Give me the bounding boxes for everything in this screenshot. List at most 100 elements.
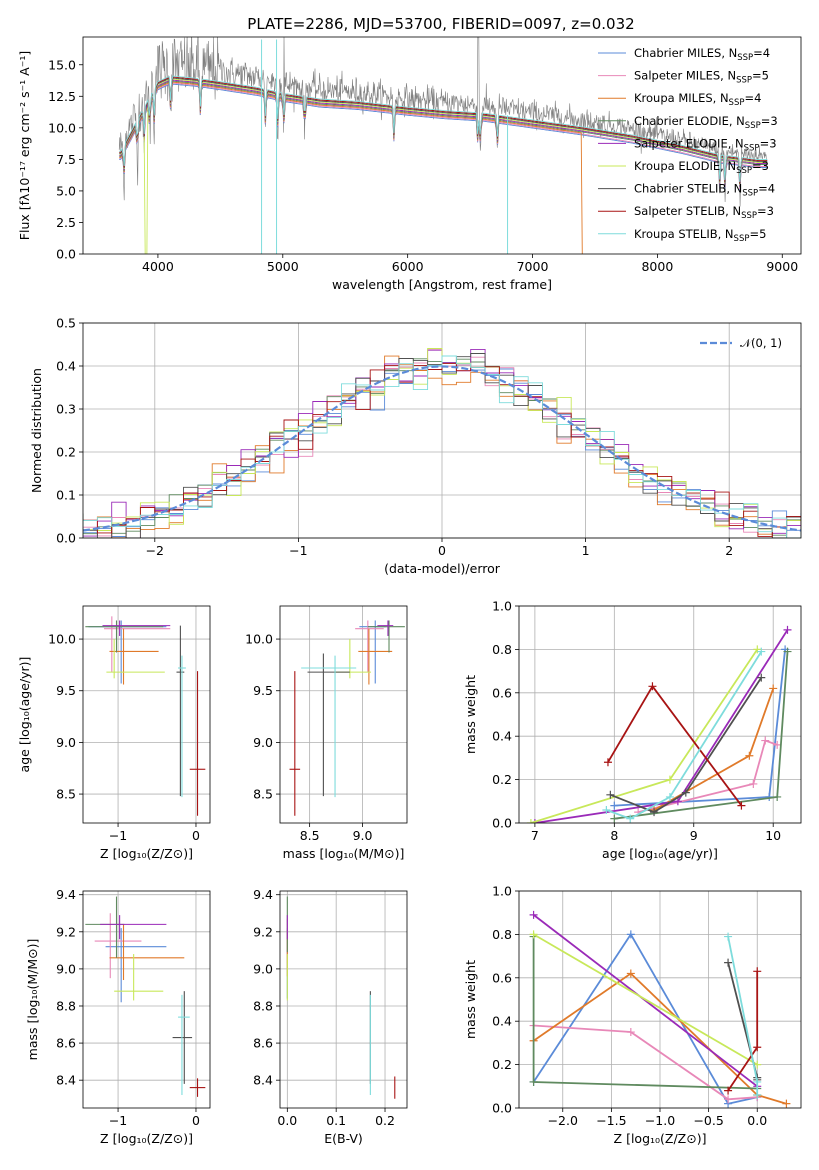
weight-marker-kroupa_stelib [602,805,611,814]
model-spectrum-chabrier_elodie [119,80,768,188]
x-axis-label: E(B-V) [324,1131,363,1146]
weight-marker-kroupa_stelib [757,647,766,656]
model-spectrum-chabrier_stelib [119,77,768,185]
weight-marker-salpeter_elodie [530,819,539,823]
x-tick-label: 10 [765,828,781,843]
y-axis-label: Normed distribution [29,368,44,493]
model-spectrum-chabrier_miles [119,83,768,191]
x-tick-label: −1 [109,1113,127,1128]
weight-marker-kroupa_stelib [753,1077,762,1086]
y-tick-label: 8.5 [56,787,76,802]
x-axis-label: age [log₁₀(age/yr)] [602,846,718,861]
y-tick-label: 9.0 [56,961,76,976]
weight-line-chabrier_miles [532,932,758,1105]
y-tick-label: 9.0 [253,735,273,750]
x-tick-label: 4000 [142,259,174,274]
x-tick-label: 7 [531,828,539,843]
weight-marker-salpeter_miles [761,736,770,745]
weight-marker-chabrier_stelib [681,788,690,797]
x-tick-label: 1 [582,543,590,558]
y-tick-label: 0.1 [56,488,76,503]
axes-frame [82,36,802,255]
gaussian-curve [83,365,801,532]
weight-vs-age-panel: 7 8 9 10 0.0 0.2 0.4 0.6 0.8 1.0 age [log₁₀(age/yr… [463,599,802,861]
x-tick-label: −1 [289,543,307,558]
x-tick-label: 7000 [517,259,549,274]
legend-entry-chabrier_miles: Chabrier MILES, NSSP=4 [634,46,770,63]
x-tick-label: −2 [146,543,164,558]
axes-frame [82,605,211,824]
x-axis-label: (data-model)/error [384,561,501,576]
weight-marker-salpeter_stelib [648,682,657,691]
weight-marker-chabrier_miles [626,930,635,939]
axes-frame [82,322,802,539]
x-tick-label: −1 [109,828,127,843]
weight-marker-kroupa_elodie [526,819,535,823]
y-tick-label: 9.5 [56,683,76,698]
axes-frame [279,890,408,1109]
y-axis-label: mass [log₁₀(M/M⊙)] [25,939,40,1061]
x-tick-label: 9 [690,828,698,843]
weight-marker-chabrier_elodie [529,1077,538,1086]
weight-line-kroupa_miles [533,972,787,1105]
plot-area [289,620,405,816]
legend-entry-kroupa_stelib: Kroupa STELIB, NSSP=5 [634,227,766,244]
weight-marker-kroupa_miles [626,969,635,978]
weight-marker-kroupa_stelib [724,932,733,941]
y-tick-label: 8.8 [253,998,273,1013]
weight-marker-chabrier_stelib [757,673,766,682]
x-tick-label: −2.0 [548,1113,578,1128]
axes-frame [518,605,802,824]
mass-vs-reddening-panel: 0.0 0.1 0.2 8.4 8.6 8.8 9.0 9.2 9.4 E(B-V) [253,887,408,1146]
spectrum-legend: Chabrier MILES, NSSP=4 Salpeter MILES, NS… [598,46,778,244]
y-tick-label: 0.5 [56,316,76,331]
y-tick-label: 5.0 [56,183,76,198]
y-tick-label: 0.2 [56,445,76,460]
plot-area [286,896,396,1099]
y-tick-label: 9.2 [253,924,273,939]
x-tick-label: 0 [192,1113,200,1128]
plot-area [85,616,206,816]
model-spectrum-kroupa_stelib [119,75,768,183]
weight-marker-chabrier_elodie [783,647,792,656]
y-tick-label: 8.6 [253,1036,273,1051]
model-spectrum-kroupa_elodie [119,78,768,254]
model-spectrum-salpeter_stelib [119,76,768,184]
figure-title: PLATE=2286, MJD=53700, FIBERID=0097, z=0… [247,15,634,33]
weight-marker-kroupa_stelib [626,814,635,823]
y-axis-label: mass weight [463,675,478,754]
x-tick-label: 0 [438,543,446,558]
age-vs-mass-panel: 8.5 9.0 8.5 9.0 9.5 10.0 mass [log₁₀(M/M⊙)] [245,605,408,861]
weight-line-salpeter_stelib [727,971,759,1092]
x-tick-label: 0.2 [375,1113,395,1128]
model-spectrum-salpeter_elodie [119,79,768,187]
legend-entry-chabrier_elodie: Chabrier ELODIE, NSSP=3 [634,114,778,131]
y-tick-label: 0.6 [492,970,512,985]
y-tick-label: 2.5 [56,215,76,230]
axes-frame [82,890,211,1109]
x-tick-label: −1.0 [645,1113,675,1128]
y-tick-label: 10.0 [48,632,76,647]
x-tick-label: 8.5 [300,828,320,843]
x-axis-label: wavelength [Angstrom, rest frame] [332,277,552,292]
x-tick-label: 0 [192,828,200,843]
weight-marker-chabrier_stelib [650,808,659,817]
weight-marker-chabrier_miles [610,801,619,810]
y-tick-label: 9.2 [56,924,76,939]
x-tick-label: 0.1 [326,1113,346,1128]
weight-marker-chabrier_stelib [724,958,733,967]
weight-vs-metallicity-panel: −2.0 −1.5 −1.0 −0.5 0.0 0.0 0.2 0.4 0.6 0.8 1.0 Z [… [463,884,802,1146]
weight-line-kroupa_stelib [606,651,763,820]
x-axis-label: Z [log₁₀(Z/Z⊙)] [100,1131,193,1146]
y-tick-label: 9.4 [56,887,76,902]
y-tick-label: 8.5 [253,787,273,802]
y-tick-label: 0.0 [492,1101,512,1116]
x-tick-label: −1.5 [596,1113,626,1128]
spectrum-panel: 4000 5000 6000 7000 8000 9000 0.0 2.5 5.0 7.5 10.0… [17,36,802,292]
x-axis-label: Z [log₁₀(Z/Z⊙)] [614,1131,707,1146]
x-tick-label: 2 [725,543,733,558]
y-tick-label: 0.0 [56,247,76,262]
legend-entry-salpeter_elodie: Salpeter ELODIE, NSSP=3 [634,136,777,153]
weight-marker-chabrier_elodie [773,792,782,801]
